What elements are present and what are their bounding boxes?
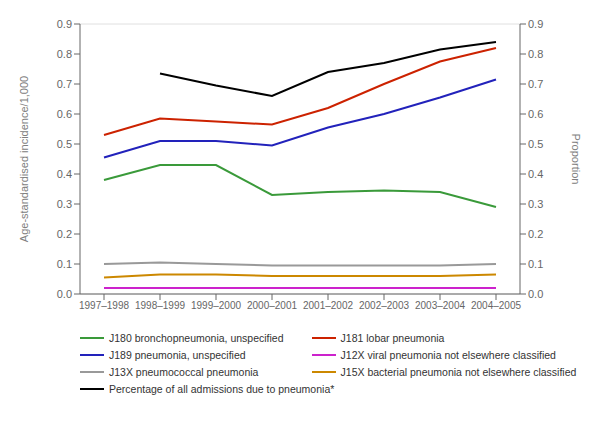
svg-text:2002–2003: 2002–2003 — [359, 300, 409, 311]
svg-text:0.1: 0.1 — [528, 258, 543, 270]
svg-text:0.1: 0.1 — [57, 258, 72, 270]
svg-text:2000–2001: 2000–2001 — [247, 300, 297, 311]
html-text:Percentage of all admissions d: Percentage of all admissions due to pneu… — [109, 383, 335, 395]
svg-text:0.7: 0.7 — [57, 78, 72, 90]
svg-text:2001–2002: 2001–2002 — [303, 300, 353, 311]
svg-text:0.0: 0.0 — [528, 288, 543, 300]
svg-text:0.6: 0.6 — [528, 108, 543, 120]
svg-text:0.9: 0.9 — [57, 18, 72, 30]
html-text:J15X bacterial pneumonia not e: J15X bacterial pneumonia not elsewhere c… — [340, 366, 577, 378]
svg-text:0.7: 0.7 — [528, 78, 543, 90]
svg-text:0.4: 0.4 — [528, 168, 543, 180]
svg-text:Age-standardised incidence/1,0: Age-standardised incidence/1,000 — [18, 76, 30, 242]
svg-text:0.6: 0.6 — [57, 108, 72, 120]
svg-text:0.3: 0.3 — [528, 198, 543, 210]
svg-text:0.0: 0.0 — [57, 288, 72, 300]
html-text:J189 pneumonia, unspecified: J189 pneumonia, unspecified — [109, 349, 246, 361]
html-text:J13X pneumococcal pneumonia: J13X pneumococcal pneumonia — [109, 366, 259, 378]
svg-text:2004–2005: 2004–2005 — [471, 300, 521, 311]
svg-text:0.4: 0.4 — [57, 168, 72, 180]
svg-text:0.5: 0.5 — [528, 138, 543, 150]
svg-text:0.8: 0.8 — [528, 48, 543, 60]
svg-text:0.9: 0.9 — [528, 18, 543, 30]
html-text:J12X viral pneumonia not elsew: J12X viral pneumonia not elsewhere class… — [340, 349, 556, 361]
svg-text:1998–1999: 1998–1999 — [135, 300, 185, 311]
html-text:J181 lobar pneumonia: J181 lobar pneumonia — [340, 332, 445, 344]
svg-text:1997–1998: 1997–1998 — [79, 300, 129, 311]
svg-text:0.8: 0.8 — [57, 48, 72, 60]
svg-text:0.2: 0.2 — [528, 228, 543, 240]
svg-text:2003–2004: 2003–2004 — [415, 300, 465, 311]
svg-text:0.2: 0.2 — [57, 228, 72, 240]
svg-text:Proportion: Proportion — [570, 134, 582, 185]
svg-text:0.5: 0.5 — [57, 138, 72, 150]
svg-text:0.3: 0.3 — [57, 198, 72, 210]
svg-text:1999–2000: 1999–2000 — [191, 300, 241, 311]
html-text:J180 bronchopneumonia, unspeci: J180 bronchopneumonia, unspecified — [109, 332, 284, 344]
